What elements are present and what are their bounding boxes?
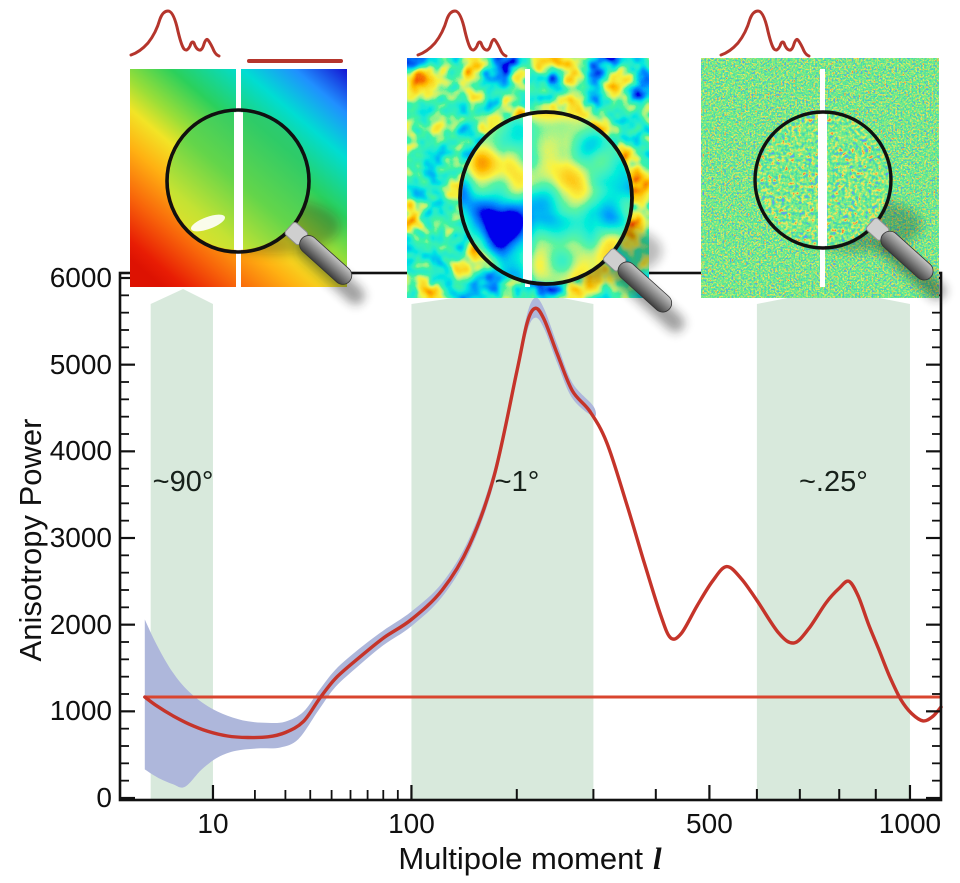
- magnifier-ring-icon: [165, 108, 311, 254]
- x-tick-label: 10: [197, 808, 229, 839]
- y-tick-label: 2000: [49, 608, 112, 640]
- x-axis-title-text: Multipole moment: [398, 841, 644, 876]
- x-tick-label: 100: [388, 808, 435, 839]
- angular-scale-band: [756, 289, 910, 799]
- x-axis-title: Multipole moment l: [300, 841, 760, 877]
- cmb-map-smooth-gradient: [130, 69, 365, 305]
- model-curve: [143, 306, 943, 740]
- mini-power-spectrum-icon: [129, 9, 221, 58]
- sky-map-panel-large-scale: [129, 9, 365, 305]
- y-tick-label: 6000: [49, 262, 112, 293]
- flat-spectrum-bar-icon: [247, 59, 343, 63]
- flat-spectrum-bar-icon: [540, 59, 633, 63]
- y-tick-label: 3000: [49, 522, 112, 553]
- y-tick-label: 4000: [49, 435, 112, 467]
- magnifier-handle-icon: [603, 248, 673, 313]
- lens-view: [757, 114, 889, 246]
- angular-scale-band: [411, 289, 594, 799]
- lens-view: [462, 114, 630, 282]
- sky-map-panel-arcmin-scale: [712, 9, 946, 301]
- sky-map-panel-degree-scale: [416, 9, 685, 333]
- x-tick-label: 1000: [878, 808, 942, 839]
- uncertainty-band: [144, 297, 597, 788]
- mini-power-spectrum-icon: [719, 9, 811, 58]
- magnifier-ring-icon: [753, 110, 893, 250]
- band-label-90deg: ~90°: [152, 466, 214, 498]
- band-label-1deg: ~1°: [494, 466, 540, 498]
- magnifier-handle-icon: [865, 217, 934, 281]
- y-tick-label: 0: [96, 782, 112, 813]
- mini-power-spectrum-icon: [416, 9, 508, 58]
- magnifier-ring-icon: [458, 110, 634, 286]
- y-tick-label: 5000: [49, 348, 112, 380]
- cmb-map-speckle: [712, 69, 946, 301]
- cmb-map-mottled: [418, 69, 685, 333]
- x-tick-label: 500: [686, 808, 733, 839]
- y-tick-label: 1000: [49, 695, 112, 727]
- band-label-q25deg: ~.25°: [798, 466, 868, 498]
- multipole-symbol: l: [653, 841, 662, 876]
- flat-spectrum-bar-icon: [830, 59, 923, 63]
- lens-view: [169, 112, 307, 250]
- magnifier-handle-icon: [284, 221, 353, 285]
